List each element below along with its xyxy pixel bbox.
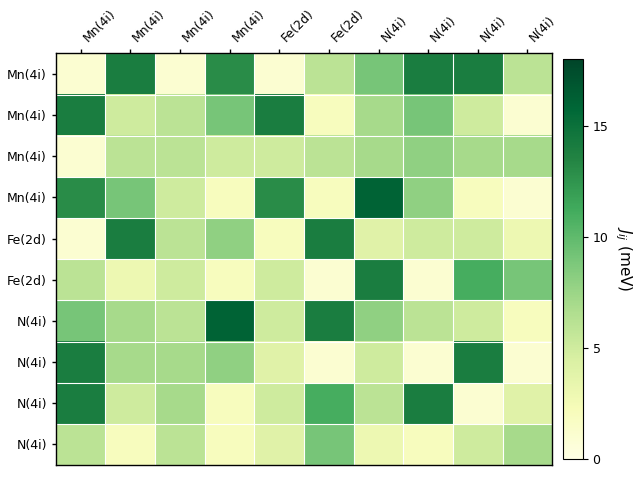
Y-axis label: $J_{ij}$ (meV): $J_{ij}$ (meV) (613, 227, 634, 292)
